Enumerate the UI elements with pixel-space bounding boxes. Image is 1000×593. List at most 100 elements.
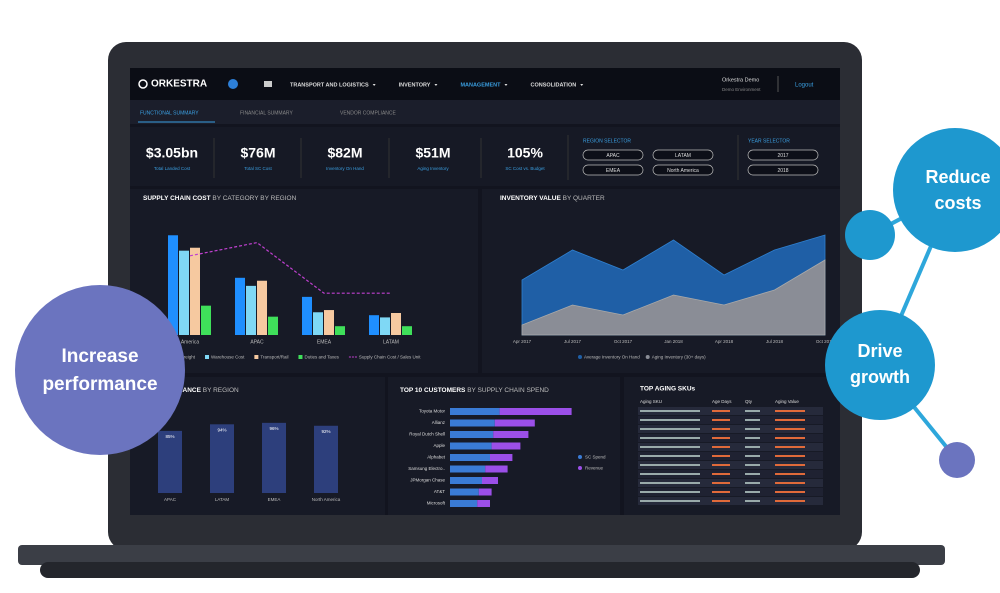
region-option[interactable] <box>582 149 644 161</box>
bar <box>485 465 508 473</box>
table-title: TOP AGING SKUs <box>640 386 696 393</box>
cell-text <box>745 500 760 502</box>
region-option-label: EMEA <box>606 168 621 174</box>
cell-text <box>775 437 805 439</box>
legend-swatch <box>578 466 582 470</box>
cell-text <box>712 473 730 475</box>
cell-text <box>775 419 805 421</box>
menu-item[interactable]: CONSOLIDATION <box>530 82 576 88</box>
bar <box>477 500 490 507</box>
logout[interactable]: Logout <box>795 83 814 89</box>
y-tick-label: JPMorgan Chase <box>410 478 445 483</box>
kpi-value: $82M <box>327 145 362 161</box>
bar <box>235 277 245 335</box>
bar <box>246 285 256 335</box>
x-tick-label: Apr 2017 <box>513 339 532 344</box>
title-rest: BY CATEGORY BY REGION <box>211 195 297 202</box>
cell-text <box>712 446 730 448</box>
year-option[interactable] <box>747 164 819 176</box>
region-option[interactable] <box>652 149 714 161</box>
tab[interactable]: VENDOR COMPLIANCE <box>340 110 397 116</box>
y-tick-label: Alphabet <box>427 455 446 460</box>
bar <box>402 326 412 335</box>
kpi-value: $51M <box>415 145 450 161</box>
cell-text <box>775 410 805 412</box>
bubble-text: costs <box>934 193 981 213</box>
kpi-value: 105% <box>507 145 543 161</box>
data-label: 96% <box>269 426 278 431</box>
column-header: Aging Value <box>775 399 799 404</box>
app-icon[interactable] <box>228 79 238 89</box>
bar <box>450 488 479 496</box>
legend-swatch <box>254 355 259 359</box>
menu-item[interactable]: INVENTORY <box>399 82 431 88</box>
tab[interactable]: FUNCTIONAL SUMMARY <box>140 110 199 116</box>
cell-text <box>640 482 700 484</box>
bubble-small <box>845 210 895 260</box>
bubble <box>15 285 185 455</box>
dropdown-arrow <box>504 84 508 86</box>
year-option[interactable] <box>747 149 819 161</box>
bar <box>313 312 323 335</box>
x-tick-label: LATAM <box>383 339 399 345</box>
bar <box>450 465 486 473</box>
dropdown-arrow <box>372 84 376 86</box>
y-tick-label: Allianz <box>432 420 446 425</box>
bar <box>158 430 182 493</box>
menu-item[interactable]: TRANSPORT AND LOGISTICS <box>290 82 369 88</box>
x-tick-label: North America <box>312 497 341 502</box>
bar <box>450 477 482 484</box>
table-row <box>638 452 823 460</box>
legend-label: Average Inventory On Hand <box>584 355 640 360</box>
bubble-text: Drive <box>857 341 902 361</box>
year-option-label: 2017 <box>777 153 788 159</box>
bar <box>190 247 200 335</box>
kpi-value: $3.05bn <box>146 145 198 161</box>
legend-swatch <box>578 455 582 459</box>
cell-text <box>712 437 730 439</box>
x-tick-label: LATAM <box>215 497 230 502</box>
title-bold: TOP 10 CUSTOMERS <box>400 387 466 394</box>
menu-item[interactable]: MANAGEMENT <box>460 82 501 88</box>
region-option[interactable] <box>652 164 714 176</box>
bar <box>324 310 334 335</box>
cell-text <box>775 500 805 502</box>
legend-label: Freight <box>181 355 196 360</box>
cell-text <box>640 491 700 493</box>
cell-text <box>745 491 760 493</box>
bar <box>335 326 345 335</box>
laptop-base-bottom <box>40 562 920 578</box>
region-option[interactable] <box>582 164 644 176</box>
legend-swatch <box>578 355 582 359</box>
cell-text <box>640 464 700 466</box>
y-tick-label: Microsoft <box>427 501 446 506</box>
cell-text <box>745 473 760 475</box>
table-row <box>638 425 823 433</box>
x-tick-label: Jan 2018 <box>664 339 683 344</box>
y-tick-label: AT&T <box>434 489 445 494</box>
cell-text <box>712 482 730 484</box>
x-tick-label: APAC <box>164 497 177 502</box>
x-tick-label: EMEA <box>317 339 332 345</box>
legend-label: Transport/Rail <box>260 355 288 360</box>
tab[interactable]: FINANCIAL SUMMARY <box>240 110 293 116</box>
kpi-label: Total SC Cost <box>244 166 272 171</box>
cell-text <box>775 473 805 475</box>
bubble-text: Increase <box>61 346 138 367</box>
cell-text <box>712 464 730 466</box>
bubble <box>893 128 1000 252</box>
bar <box>268 316 278 335</box>
legend-label: Aging Inventory (30+ days) <box>652 355 706 360</box>
cell-text <box>775 482 805 484</box>
title-rest: BY REGION <box>201 387 239 394</box>
bar <box>491 442 521 450</box>
bar <box>257 280 267 335</box>
grid-icon[interactable] <box>264 81 272 87</box>
bar <box>391 313 401 335</box>
region-option-label: APAC <box>606 153 620 159</box>
dropdown-arrow <box>434 84 438 86</box>
region-option-label: LATAM <box>675 153 691 159</box>
bar <box>168 235 178 335</box>
data-label: 85% <box>165 434 174 439</box>
